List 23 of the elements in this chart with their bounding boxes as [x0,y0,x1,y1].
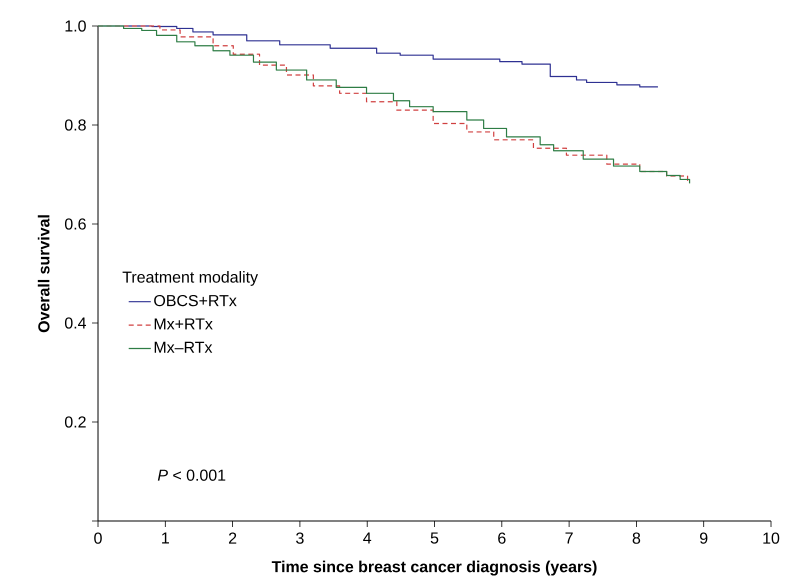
legend-label: Mx–RTx [154,342,212,353]
y-tick-label: 0.2 [64,416,86,428]
y-tick-label: 0.8 [64,119,86,131]
x-tick-label: 2 [228,532,236,544]
legend-title: Treatment modality [122,271,258,286]
y-tick-label: 1.0 [66,20,86,32]
x-tick-label: 9 [700,532,708,544]
y-axis-title: Overall survival [38,215,50,332]
legend-label: Mx+RTx [154,318,213,330]
x-axis-title: Time since breast cancer diagnosis (years) [272,560,597,576]
x-tick-label: 0 [94,532,102,544]
x-tick-label: 4 [363,532,372,544]
x-tick-label: 1 [162,532,169,544]
x-tick-label: 6 [498,532,506,544]
annotation: P < 0.001 [158,470,226,481]
x-tick-label: 10 [763,532,780,544]
legend-label: OBCS+RTx [154,294,237,306]
y-tick-label: 0.6 [64,218,86,230]
y-tick-label: 0.4 [64,317,86,329]
x-tick-label: 8 [632,532,640,544]
x-tick-label: 5 [430,532,438,544]
x-tick-label: 7 [565,532,573,544]
x-tick-label: 3 [296,532,304,544]
